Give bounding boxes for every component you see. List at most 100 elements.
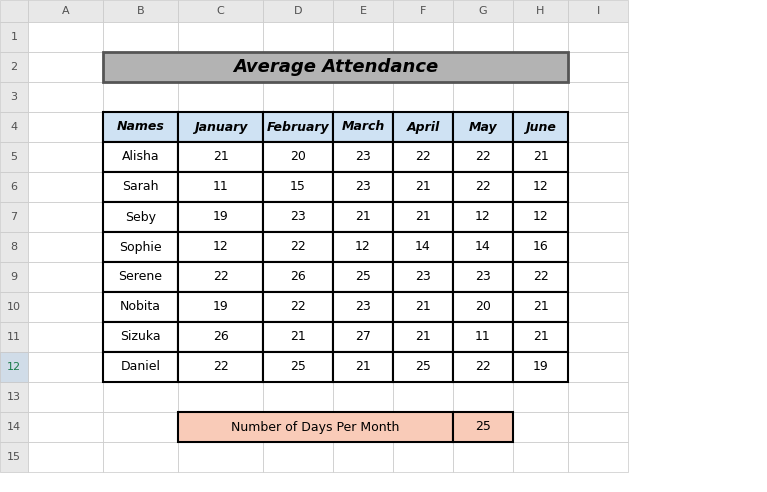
Text: 23: 23: [415, 271, 431, 283]
Text: C: C: [216, 6, 225, 16]
Bar: [333, 82, 393, 112]
Bar: [453, 172, 513, 202]
Text: 25: 25: [355, 271, 371, 283]
Bar: [453, 112, 513, 142]
Bar: [263, 412, 333, 442]
Text: Sophie: Sophie: [119, 241, 162, 253]
Text: 23: 23: [355, 301, 371, 313]
Bar: [453, 232, 513, 262]
Bar: [568, 202, 628, 232]
Text: 21: 21: [415, 181, 431, 193]
Bar: [103, 112, 178, 142]
Bar: [28, 382, 103, 412]
Text: 12: 12: [532, 181, 548, 193]
Bar: [333, 22, 393, 52]
Bar: [453, 112, 513, 142]
Bar: [178, 412, 453, 442]
Bar: [178, 322, 263, 352]
Bar: [263, 262, 333, 292]
Bar: [333, 412, 393, 442]
Bar: [178, 172, 263, 202]
Bar: [513, 142, 568, 172]
Bar: [0, 232, 28, 262]
Bar: [568, 82, 628, 112]
Text: Names: Names: [117, 121, 164, 133]
Bar: [568, 142, 628, 172]
Text: 22: 22: [290, 301, 306, 313]
Bar: [513, 202, 568, 232]
Bar: [263, 112, 333, 142]
Text: 21: 21: [532, 331, 548, 343]
Bar: [453, 352, 513, 382]
Bar: [178, 412, 263, 442]
Bar: [333, 202, 393, 232]
Text: 15: 15: [290, 181, 306, 193]
Bar: [263, 442, 333, 472]
Bar: [393, 322, 453, 352]
Bar: [263, 232, 333, 262]
Bar: [178, 442, 263, 472]
Text: June: June: [525, 121, 556, 133]
Bar: [513, 232, 568, 262]
Bar: [393, 232, 453, 262]
Bar: [453, 352, 513, 382]
Bar: [513, 22, 568, 52]
Text: 23: 23: [355, 181, 371, 193]
Bar: [103, 0, 178, 22]
Bar: [103, 322, 178, 352]
Bar: [0, 112, 28, 142]
Bar: [393, 382, 453, 412]
Bar: [513, 0, 568, 22]
Bar: [393, 262, 453, 292]
Text: 12: 12: [532, 211, 548, 223]
Bar: [453, 262, 513, 292]
Bar: [513, 112, 568, 142]
Bar: [103, 232, 178, 262]
Text: 11: 11: [212, 181, 229, 193]
Bar: [513, 172, 568, 202]
Text: 22: 22: [532, 271, 548, 283]
Bar: [513, 172, 568, 202]
Bar: [103, 262, 178, 292]
Bar: [0, 52, 28, 82]
Bar: [393, 0, 453, 22]
Bar: [453, 202, 513, 232]
Text: 3: 3: [11, 92, 18, 102]
Bar: [333, 232, 393, 262]
Bar: [103, 172, 178, 202]
Text: H: H: [536, 6, 545, 16]
Bar: [263, 112, 333, 142]
Text: 19: 19: [212, 301, 229, 313]
Text: 21: 21: [532, 151, 548, 163]
Bar: [103, 442, 178, 472]
Text: 2: 2: [11, 62, 18, 72]
Bar: [333, 142, 393, 172]
Bar: [513, 292, 568, 322]
Text: 22: 22: [475, 181, 491, 193]
Bar: [393, 292, 453, 322]
Bar: [178, 292, 263, 322]
Text: 12: 12: [7, 362, 21, 372]
Bar: [453, 382, 513, 412]
Bar: [178, 112, 263, 142]
Bar: [28, 262, 103, 292]
Bar: [568, 382, 628, 412]
Bar: [263, 142, 333, 172]
Text: Seby: Seby: [125, 211, 156, 223]
Bar: [263, 292, 333, 322]
Text: G: G: [479, 6, 487, 16]
Bar: [513, 352, 568, 382]
Bar: [453, 202, 513, 232]
Bar: [393, 112, 453, 142]
Text: 22: 22: [212, 271, 229, 283]
Text: Alisha: Alisha: [122, 151, 160, 163]
Bar: [0, 202, 28, 232]
Bar: [393, 322, 453, 352]
Bar: [513, 352, 568, 382]
Text: E: E: [360, 6, 367, 16]
Text: 26: 26: [290, 271, 306, 283]
Bar: [263, 172, 333, 202]
Text: February: February: [267, 121, 329, 133]
Text: I: I: [597, 6, 600, 16]
Bar: [333, 232, 393, 262]
